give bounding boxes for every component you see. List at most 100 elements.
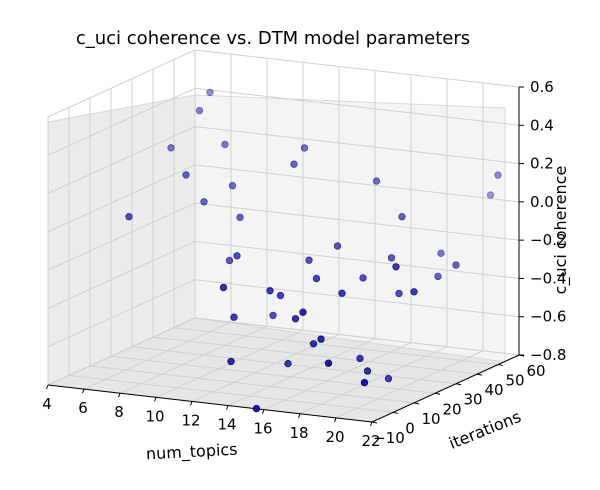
axes — [46, 86, 525, 427]
x-tick-label: 6 — [78, 399, 88, 417]
data-point — [276, 291, 285, 300]
data-point — [290, 160, 298, 168]
data-point — [299, 308, 307, 316]
data-point — [359, 274, 367, 282]
data-point — [395, 289, 403, 298]
gridline-z — [194, 279, 520, 318]
y-tick-mark — [413, 402, 420, 405]
x-tick-mark — [118, 393, 121, 398]
data-point — [434, 272, 442, 281]
tick-labels: 4 6 8 10 12 14 16 18 20 22−100102030405060−0.8−0.… — [42, 78, 566, 450]
y-tick-mark — [497, 364, 504, 367]
gridline-x — [299, 346, 448, 415]
z-tick-label: 0.4 — [530, 116, 554, 134]
y-tick-label: 10 — [421, 410, 440, 428]
x-tick-label: 18 — [289, 424, 308, 442]
x-tick-mark — [190, 401, 193, 406]
gridline-y — [152, 336, 478, 375]
data-point — [317, 335, 325, 343]
x-axis-line — [47, 384, 373, 423]
x-tick-mark — [262, 409, 265, 414]
gridline-z — [194, 49, 520, 88]
gridline-y — [89, 365, 415, 404]
x-tick-label: 14 — [217, 416, 236, 434]
z-tick-label: 0.6 — [530, 78, 554, 96]
x-tick-mark — [82, 388, 85, 394]
gridline-z — [47, 240, 196, 309]
data-point — [309, 340, 318, 348]
x-tick-label: 22 — [361, 432, 380, 450]
y-tick-label: 60 — [526, 362, 545, 380]
y-tick-label: 0 — [405, 419, 415, 437]
data-point — [225, 256, 234, 265]
z-tick-label: −0.6 — [530, 308, 566, 326]
data-point — [227, 357, 235, 366]
data-point — [195, 106, 204, 115]
data-point — [228, 181, 237, 190]
z-tick-label: 0.2 — [530, 155, 554, 173]
gridline-x — [227, 338, 376, 407]
gridline-z — [194, 126, 520, 165]
y-tick-label: 40 — [484, 381, 503, 399]
data-point — [363, 367, 372, 375]
data-point — [356, 354, 364, 363]
z-tick-label: −0.4 — [530, 269, 566, 287]
data-point — [269, 311, 277, 320]
data-point — [324, 359, 333, 367]
gridline-z — [47, 317, 196, 386]
data-point — [200, 198, 208, 206]
x-tick-mark — [46, 384, 49, 390]
data-point — [284, 359, 292, 368]
gridline-z — [47, 279, 196, 348]
gridline-z — [47, 126, 196, 195]
y-tick-mark — [455, 383, 462, 386]
x-tick-mark — [226, 405, 229, 410]
y-tick-label: 50 — [505, 372, 524, 390]
x-tick-label: 20 — [325, 428, 344, 446]
gridline-z — [47, 87, 196, 156]
data-point — [206, 88, 214, 97]
gridline-y — [131, 346, 457, 385]
data-point — [233, 252, 241, 260]
y-tick-mark — [371, 421, 378, 424]
x-tick-mark — [298, 413, 301, 418]
data-point — [486, 191, 495, 199]
y-tick-mark — [434, 392, 441, 395]
gridline-z — [194, 317, 520, 356]
data-point — [125, 212, 133, 221]
x-tick-label: 16 — [253, 420, 272, 438]
data-point — [291, 315, 300, 323]
data-point — [392, 263, 400, 271]
y-tick-mark — [476, 373, 483, 376]
data-point — [452, 261, 460, 269]
data-point — [384, 374, 393, 383]
z-tick-label: 0.0 — [530, 193, 554, 211]
x-tick-label: 4 — [42, 395, 52, 413]
data-point — [266, 287, 274, 295]
data-point — [305, 256, 313, 264]
x-tick-label: 8 — [114, 403, 124, 421]
y-axis-line — [371, 354, 520, 423]
gridline-y — [68, 374, 394, 413]
x-tick-mark — [334, 417, 337, 423]
chart-title: c_uci coherence vs. DTM model parameters — [76, 28, 470, 49]
data-point — [333, 242, 342, 250]
gridline-x — [119, 325, 268, 394]
z-tick-label: −0.8 — [530, 346, 566, 364]
data-points — [125, 88, 502, 413]
data-point — [182, 171, 190, 179]
data-point — [230, 313, 238, 321]
data-point — [219, 283, 228, 292]
y-tick-label: 20 — [442, 400, 461, 418]
gridline-x — [335, 350, 484, 419]
z-axis-label: c_uci coherence — [551, 166, 571, 295]
x-tick-mark — [154, 397, 157, 402]
data-point — [360, 378, 369, 387]
gridline-z — [194, 164, 520, 203]
gridline-z — [194, 202, 520, 241]
x-tick-label: 12 — [181, 411, 200, 429]
data-point — [236, 213, 244, 222]
x-tick-label: 10 — [145, 407, 164, 425]
data-point — [338, 289, 346, 297]
